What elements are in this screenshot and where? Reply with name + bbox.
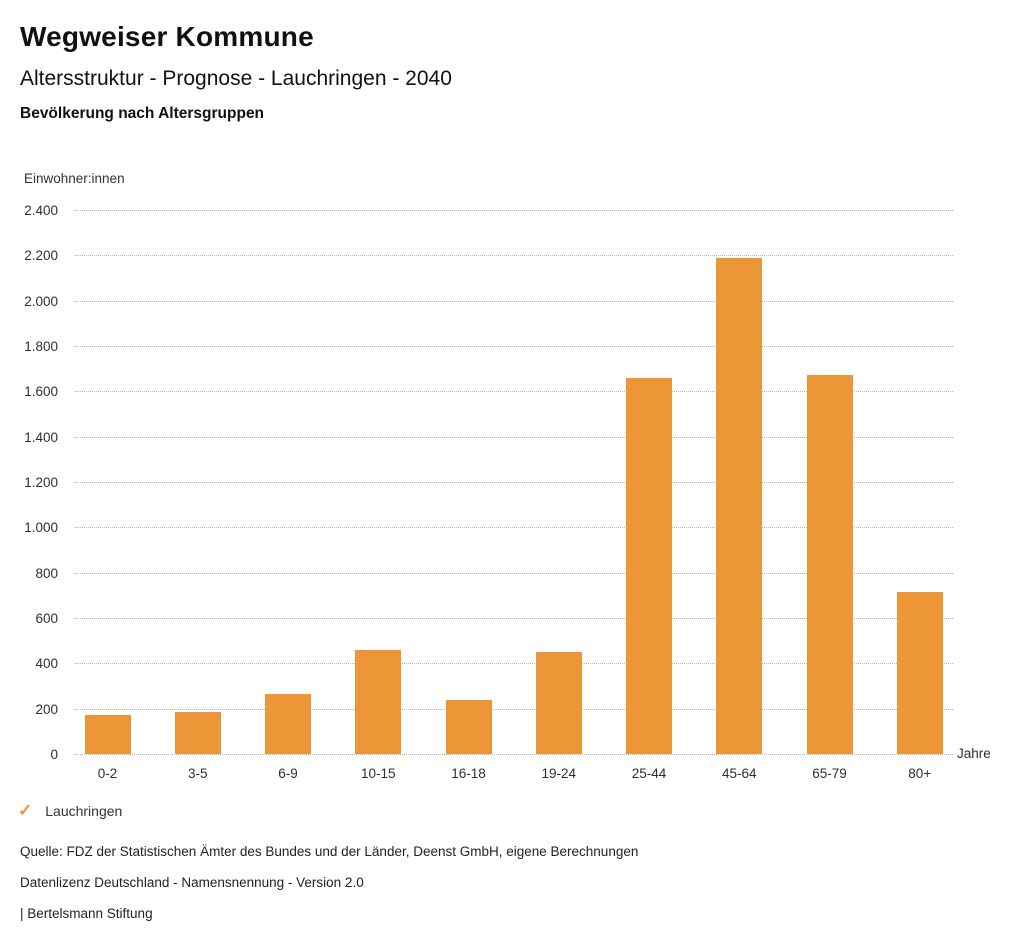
source-text: Quelle: FDZ der Statistischen Ämter des … — [20, 844, 639, 859]
gridline — [75, 618, 953, 619]
gridline — [75, 663, 953, 665]
y-tick-label: 400 — [35, 656, 58, 672]
x-tick-label: 6-9 — [278, 766, 298, 781]
y-tick-label: 1.400 — [24, 429, 58, 445]
bar-65-79[interactable] — [806, 375, 853, 754]
bar-10-15[interactable] — [355, 649, 402, 754]
bar-80+[interactable] — [896, 591, 943, 754]
bar-0-2[interactable] — [84, 715, 131, 754]
y-tick-label: 600 — [35, 611, 58, 626]
gridline — [75, 300, 953, 302]
legend-item-lauchringen[interactable]: ✓ Lauchringen — [18, 802, 122, 819]
check-icon: ✓ — [18, 801, 33, 820]
bar-3-5[interactable] — [174, 712, 221, 754]
bar-25-44[interactable] — [626, 377, 672, 754]
y-tick-label: 1.000 — [24, 520, 58, 536]
y-tick-label: 1.600 — [24, 384, 58, 400]
bar-16-18[interactable] — [445, 699, 492, 754]
gridline — [75, 391, 953, 393]
y-tick-label: 1.200 — [24, 475, 58, 490]
x-tick-label: 80+ — [908, 766, 932, 781]
gridline — [75, 255, 953, 257]
gridline — [75, 482, 953, 483]
x-tick-label: 19-24 — [541, 766, 577, 781]
gridline — [75, 754, 953, 755]
x-tick-label: 65-79 — [812, 766, 847, 781]
x-axis-title: Jahre — [957, 746, 991, 761]
x-tick-label: 10-15 — [360, 766, 396, 781]
gridline — [75, 436, 953, 438]
legend-label: Lauchringen — [45, 802, 123, 819]
y-tick-label: 200 — [35, 701, 58, 717]
gridline — [75, 527, 953, 529]
page-title: Wegweiser Kommune — [20, 21, 314, 52]
gridline — [75, 708, 953, 710]
y-tick-label: 2.200 — [24, 248, 58, 264]
y-tick-label: 1.800 — [24, 339, 58, 354]
x-tick-label: 3-5 — [187, 766, 208, 781]
x-tick-label: 16-18 — [451, 766, 486, 781]
bar-6-9[interactable] — [265, 693, 311, 754]
bar-19-24[interactable] — [535, 652, 582, 754]
bar-45-64[interactable] — [716, 257, 763, 754]
y-tick-label: 0 — [50, 747, 58, 762]
attribution-text: | Bertelsmann Stiftung — [20, 906, 153, 921]
y-tick-label: 2.400 — [24, 203, 58, 218]
gridline — [75, 572, 953, 574]
y-axis-title: Einwohner:innen — [24, 171, 125, 186]
y-tick-label: 2.000 — [24, 293, 58, 309]
y-tick-label: 800 — [35, 565, 58, 581]
page-subtitle: Altersstruktur - Prognose - Lauchringen … — [20, 67, 452, 90]
chart-heading: Bevölkerung nach Altersgruppen — [20, 105, 265, 122]
x-tick-label: 45-64 — [721, 766, 757, 781]
gridline — [75, 210, 953, 211]
x-tick-label: 25-44 — [631, 766, 667, 781]
gridline — [75, 346, 953, 347]
x-tick-label: 0-2 — [97, 766, 118, 781]
license-text: Datenlizenz Deutschland - Namensnennung … — [20, 875, 364, 890]
